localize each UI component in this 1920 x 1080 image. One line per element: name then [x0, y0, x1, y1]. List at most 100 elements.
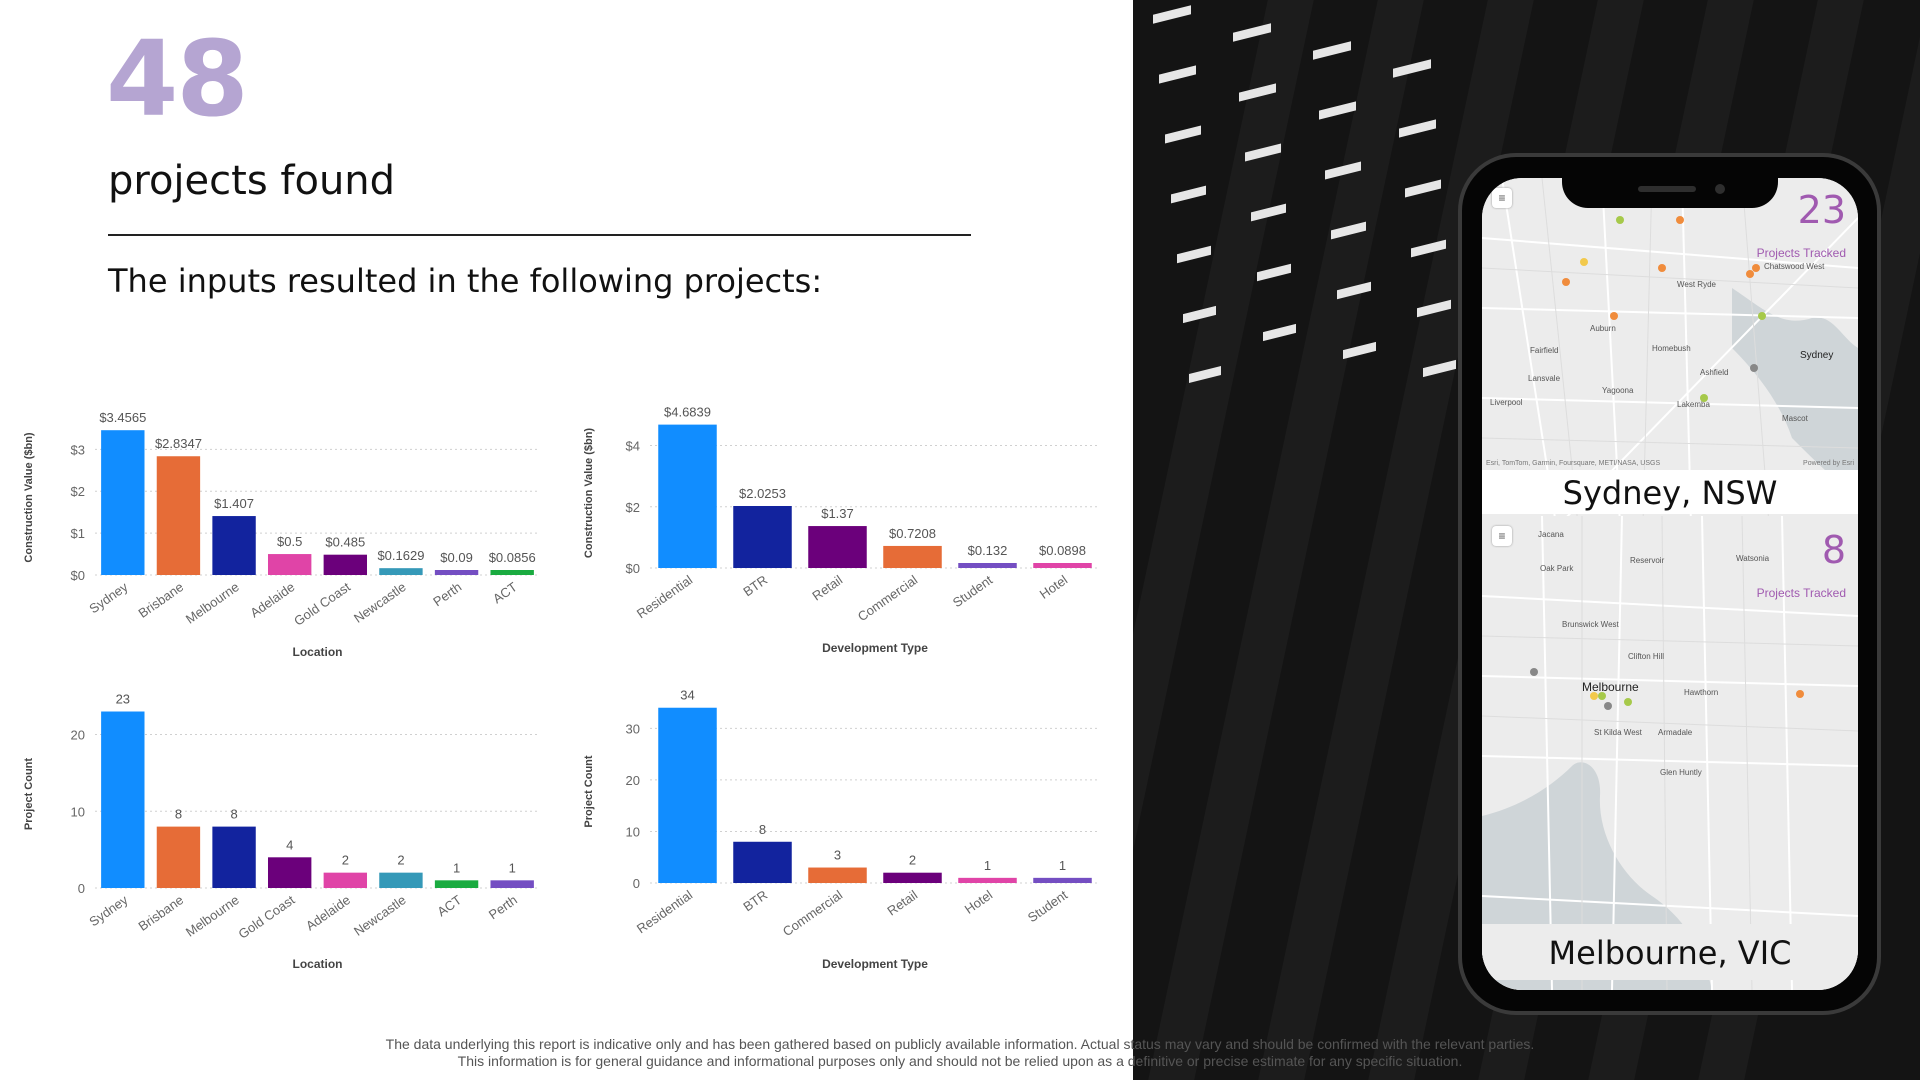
sydney-label-band [1482, 470, 1858, 514]
suburb-label: Jacana [1538, 530, 1564, 539]
bar [958, 877, 1017, 883]
project-marker[interactable] [1676, 216, 1684, 224]
data-label: $1.407 [214, 496, 254, 511]
project-marker[interactable] [1750, 364, 1758, 372]
project-marker[interactable] [1562, 278, 1570, 286]
x-tick-label: Adelaide [303, 892, 353, 933]
bar [156, 826, 201, 888]
map-attribution: Esri, TomTom, Garmin, Foursquare, METI/N… [1486, 460, 1661, 467]
x-axis-title: Development Type [822, 957, 928, 971]
data-label: 2 [909, 853, 916, 868]
bar [883, 872, 942, 883]
project-marker[interactable] [1700, 394, 1708, 402]
building-window [1171, 185, 1206, 204]
y-axis-title: Project Count [583, 755, 595, 827]
bar [733, 841, 792, 883]
suburb-label: St Kilda West [1594, 728, 1642, 737]
x-tick-label: Newcastle [351, 892, 409, 939]
building-window [1257, 263, 1291, 282]
melbourne-map[interactable]: ≡ 8 Projects Tracked Jacana Oak Park Res… [1482, 516, 1858, 990]
data-label: $0.5 [277, 534, 302, 549]
x-tick-label: ACT [434, 892, 464, 919]
project-marker[interactable] [1590, 692, 1598, 700]
data-label: $4.6839 [664, 405, 711, 420]
chart-value-by-type: $0 $2 $4 $4.6839 Residential $2.0253 BTR $1.37 R… [583, 405, 1100, 655]
project-marker[interactable] [1796, 690, 1804, 698]
results-subheading: The inputs resulted in the following pro… [108, 262, 823, 300]
building-window [1313, 41, 1351, 60]
x-tick-label: Hotel [962, 887, 996, 917]
bar [883, 545, 942, 568]
bar [379, 568, 423, 575]
sydney-city-label: Sydney, NSW [1562, 474, 1778, 512]
project-marker[interactable] [1580, 258, 1588, 266]
project-marker[interactable] [1530, 668, 1538, 676]
suburb-label: Brunswick West [1562, 620, 1619, 629]
y-tick-label: 0 [78, 881, 85, 896]
x-tick-label: Retail [884, 887, 920, 918]
sydney-caption: Projects Tracked [1756, 246, 1846, 260]
suburb-label: Mascot [1782, 414, 1808, 423]
data-label: $0.132 [968, 543, 1008, 558]
y-tick-label: 10 [626, 824, 640, 839]
suburb-label: Clifton Hill [1628, 652, 1665, 661]
building-window [1153, 5, 1191, 24]
project-marker[interactable] [1598, 692, 1606, 700]
y-tick-label: $2 [71, 484, 85, 499]
x-tick-label: Retail [809, 572, 845, 603]
x-tick-label: Student [950, 572, 996, 610]
suburb-label: Oak Park [1540, 564, 1574, 573]
data-label: 3 [834, 848, 841, 863]
suburb-label: Lansvale [1528, 374, 1561, 383]
x-tick-label: Commercial [780, 887, 845, 939]
x-tick-label: Gold Coast [236, 892, 298, 942]
sydney-map-menu-icon[interactable]: ≡ [1492, 188, 1512, 208]
project-marker[interactable] [1758, 312, 1766, 320]
project-marker[interactable] [1616, 216, 1624, 224]
bar [658, 707, 717, 883]
bar [267, 554, 312, 575]
project-marker[interactable] [1746, 270, 1754, 278]
project-marker[interactable] [1658, 264, 1666, 272]
x-tick-label: BTR [740, 572, 770, 599]
project-marker[interactable] [1752, 264, 1760, 272]
y-tick-label: $0 [71, 568, 85, 583]
data-label: $1.37 [821, 506, 854, 521]
data-label: 2 [342, 853, 349, 868]
data-label: $0.1629 [377, 548, 424, 563]
y-tick-label: 30 [626, 721, 640, 736]
bar [1033, 563, 1092, 568]
disclaimer: The data underlying this report is indic… [0, 1036, 1920, 1070]
x-tick-label: Perth [486, 892, 520, 922]
data-label: $3.4565 [99, 410, 146, 425]
bar [379, 872, 423, 888]
y-axis-title: Construction Value ($bn) [583, 428, 595, 559]
data-label: 8 [759, 822, 766, 837]
building-window [1405, 179, 1441, 198]
bar [434, 880, 479, 888]
data-label: $0.485 [325, 535, 365, 550]
bar [212, 516, 256, 575]
x-tick-label: Melbourne [183, 892, 242, 940]
suburb-label: Liverpool [1490, 398, 1523, 407]
project-marker[interactable] [1610, 312, 1618, 320]
melbourne-map-menu-icon[interactable]: ≡ [1492, 526, 1512, 546]
bar [808, 526, 867, 568]
title-divider [108, 234, 971, 236]
x-tick-label: Adelaide [247, 579, 297, 620]
bar [1033, 877, 1092, 883]
data-label: 2 [397, 853, 404, 868]
page-title: projects found [108, 158, 396, 204]
x-axis-title: Location [293, 957, 343, 971]
data-label: 4 [286, 837, 293, 852]
project-marker[interactable] [1624, 698, 1632, 706]
project-marker[interactable] [1604, 702, 1612, 710]
sydney-map[interactable]: ≡ 23 Projects Tracked West Ryde Chatswoo… [1482, 178, 1858, 563]
data-label: 8 [175, 807, 182, 822]
data-label: 1 [984, 858, 991, 873]
melbourne-caption: Projects Tracked [1756, 586, 1846, 600]
y-axis-title: Project Count [23, 758, 35, 830]
x-tick-label: Melbourne [183, 579, 242, 627]
y-tick-label: 20 [626, 773, 640, 788]
phone-camera [1715, 184, 1725, 194]
